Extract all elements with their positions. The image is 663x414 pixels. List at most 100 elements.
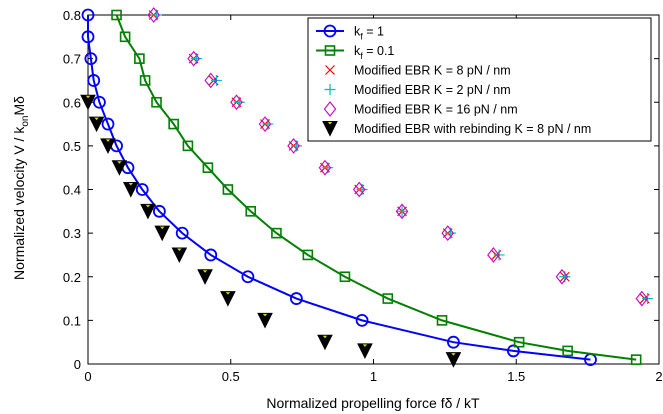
- point-kf1: [84, 52, 98, 66]
- point-kf1: [81, 30, 95, 44]
- point-ebr16: [635, 290, 649, 307]
- point-ebr16: [487, 247, 500, 263]
- point-kf1: [290, 292, 303, 305]
- point-rebind-highlight: [451, 353, 456, 356]
- point-kf01: [339, 271, 351, 283]
- point-ebr16: [258, 116, 272, 132]
- point-kf01: [436, 315, 448, 326]
- y-tick-label: 0: [74, 357, 81, 372]
- legend-marker-kf01: [324, 45, 336, 56]
- x-tick-label: 0.5: [222, 369, 240, 384]
- legend-label-rebind: Modified EBR with rebinding K = 8 pN / n…: [354, 122, 591, 136]
- point-rebind: [171, 247, 188, 264]
- point-kf1: [135, 183, 149, 196]
- series-layer: [80, 7, 654, 368]
- point-kf01: [222, 184, 234, 195]
- point-kf01: [382, 293, 394, 304]
- point-ebr16: [395, 203, 409, 220]
- point-kf01: [202, 162, 214, 173]
- point-rebind: [154, 225, 171, 242]
- legend-marker-ebr8: [325, 65, 335, 75]
- point-kf1: [241, 270, 255, 284]
- legend-item-ebr8: Modified EBR K = 8 pN / nm: [325, 64, 511, 78]
- point-ebr16: [187, 50, 200, 67]
- point-kf01: [134, 53, 145, 64]
- point-kf01: [151, 96, 162, 108]
- legend-marker-ebr16: [323, 101, 337, 117]
- point-kf1: [506, 344, 520, 358]
- legend-item-ebr2: Modified EBR K = 2 pN / nm: [324, 83, 511, 97]
- point-rebind: [111, 160, 128, 176]
- legend-label-kf01: kf = 0.1: [354, 44, 394, 61]
- y-tick-label: 0.6: [63, 95, 81, 110]
- legend-label-ebr8: Modified EBR K = 8 pN / nm: [354, 64, 511, 78]
- legend-box: [307, 17, 652, 142]
- point-kf1: [204, 248, 218, 262]
- point-ebr16: [204, 72, 218, 89]
- legend-item-kf01: kf = 0.1: [316, 44, 394, 61]
- point-rebind-highlight: [128, 183, 134, 186]
- point-rebind-highlight: [94, 117, 99, 121]
- legend-item-ebr16: Modified EBR K = 16 pN / nm: [323, 101, 518, 117]
- point-ebr16: [287, 137, 300, 154]
- point-ebr2: [396, 205, 408, 217]
- legend-item-kf1: kf = 1: [316, 25, 384, 42]
- point-kf1: [93, 95, 106, 109]
- legend-marker-rebind: [322, 121, 338, 137]
- legend-marker-ebr2: [324, 84, 336, 95]
- point-ebr16: [230, 94, 243, 111]
- point-kf1: [447, 335, 460, 349]
- point-rebind: [445, 352, 462, 368]
- point-rebind-highlight: [362, 344, 368, 347]
- point-rebind-highlight: [145, 204, 151, 208]
- series-line-kf1: [87, 15, 591, 361]
- point-rebind-highlight: [262, 313, 268, 317]
- legend-marker-rebind-highlight: [327, 122, 333, 125]
- point-rebind-highlight: [105, 139, 111, 142]
- point-kf01: [302, 249, 314, 261]
- point-rebind: [80, 94, 96, 111]
- legend-label-ebr2: Modified EBR K = 2 pN / nm: [354, 83, 511, 97]
- point-kf1: [152, 204, 166, 218]
- legend-item-rebind: Modified EBR with rebinding K = 8 pN / n…: [322, 121, 591, 137]
- x-tick-label: 0: [84, 369, 91, 384]
- point-kf01: [119, 31, 131, 43]
- point-ebr16: [555, 268, 569, 285]
- y-tick-label: 0.5: [63, 139, 81, 154]
- point-kf01: [182, 140, 194, 152]
- x-tick-label: 1.5: [507, 369, 525, 384]
- axes: 0 0.5 1 1.5 2 0 0.1 0.2 0.3 0.4 0.5 0.6 0.7 0.8: [63, 8, 663, 384]
- point-rebind-highlight: [117, 161, 122, 164]
- point-kf1: [175, 226, 189, 240]
- legend-label-kf1: kf = 1: [354, 25, 384, 42]
- point-rebind: [140, 203, 156, 220]
- point-kf01: [111, 9, 122, 21]
- point-ebr16: [318, 159, 332, 176]
- point-kf1: [87, 74, 101, 87]
- y-axis-label-main: Normalized velocity V / k: [11, 126, 27, 280]
- point-kf01: [139, 75, 151, 86]
- legend-label-ebr16: Modified EBR K = 16 pN / nm: [354, 103, 518, 117]
- point-ebr16: [441, 225, 455, 242]
- point-rebind: [197, 269, 213, 285]
- y-tick-label: 0.7: [63, 52, 81, 67]
- legend: kf = 1 kf = 0.1 Modified EBR K = 8 pN / nm…: [307, 17, 652, 142]
- point-rebind: [220, 291, 236, 307]
- point-kf01: [271, 227, 282, 239]
- point-rebind-highlight: [225, 292, 231, 295]
- point-kf1: [101, 117, 115, 131]
- x-tick-label: 2: [655, 369, 662, 384]
- y-tick-label: 0.4: [63, 183, 81, 198]
- point-rebind-highlight: [322, 335, 328, 339]
- point-rebind: [257, 312, 273, 329]
- series-line-kf01: [115, 14, 637, 361]
- y-axis-label-tail: Mδ: [11, 96, 27, 116]
- point-rebind: [123, 182, 139, 198]
- series-ebr16: [147, 7, 649, 307]
- y-axis-label: Normalized velocity V / konMδ: [11, 96, 31, 280]
- point-rebind: [88, 116, 105, 133]
- point-kf01: [513, 336, 525, 348]
- y-axis-label-sub: on: [20, 116, 31, 127]
- point-kf1: [355, 313, 369, 327]
